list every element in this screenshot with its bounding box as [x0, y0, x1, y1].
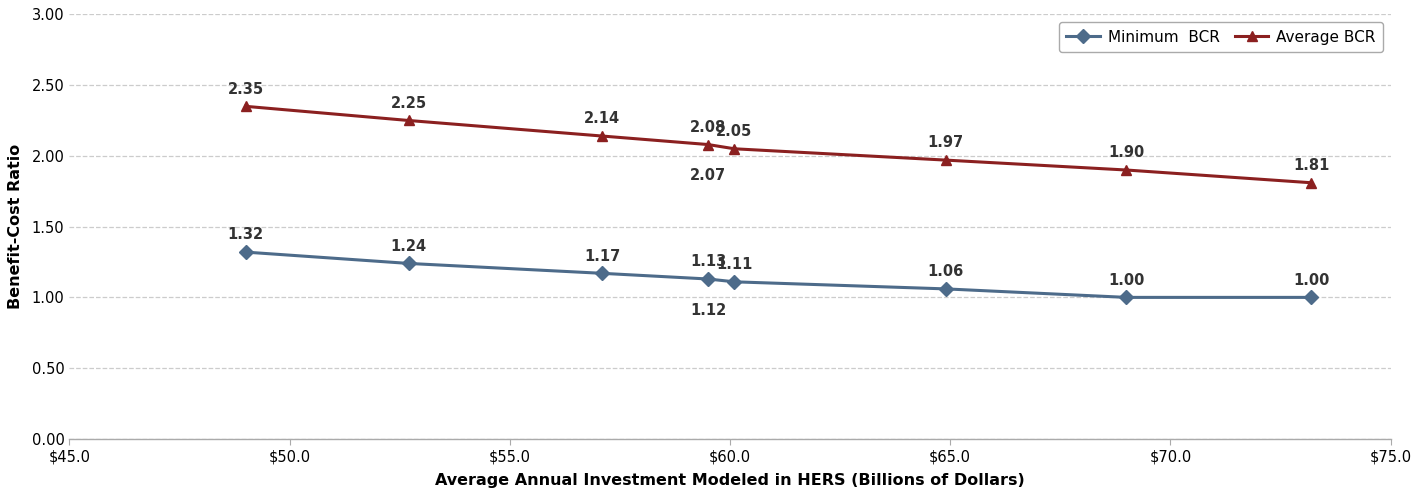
- Text: 2.05: 2.05: [716, 124, 753, 139]
- Text: 2.07: 2.07: [690, 168, 726, 183]
- Y-axis label: Benefit-Cost Ratio: Benefit-Cost Ratio: [9, 144, 23, 309]
- Text: 1.24: 1.24: [391, 239, 426, 253]
- Text: 1.97: 1.97: [927, 135, 964, 150]
- Text: 1.00: 1.00: [1294, 273, 1329, 288]
- Text: 1.13: 1.13: [690, 254, 726, 269]
- Text: 2.08: 2.08: [690, 120, 726, 135]
- Text: 1.06: 1.06: [927, 264, 964, 279]
- Text: 1.32: 1.32: [227, 227, 264, 243]
- Text: 2.35: 2.35: [227, 82, 264, 97]
- Text: 1.17: 1.17: [584, 248, 621, 263]
- Text: 2.25: 2.25: [391, 96, 426, 111]
- Text: 1.11: 1.11: [716, 257, 753, 272]
- Text: 1.81: 1.81: [1294, 158, 1329, 173]
- Text: 1.90: 1.90: [1108, 145, 1145, 160]
- Text: 2.14: 2.14: [584, 111, 621, 126]
- X-axis label: Average Annual Investment Modeled in HERS (Billions of Dollars): Average Annual Investment Modeled in HER…: [435, 473, 1025, 488]
- Legend: Minimum  BCR, Average BCR: Minimum BCR, Average BCR: [1059, 22, 1383, 52]
- Text: 1.00: 1.00: [1108, 273, 1145, 288]
- Text: 1.12: 1.12: [690, 303, 726, 317]
